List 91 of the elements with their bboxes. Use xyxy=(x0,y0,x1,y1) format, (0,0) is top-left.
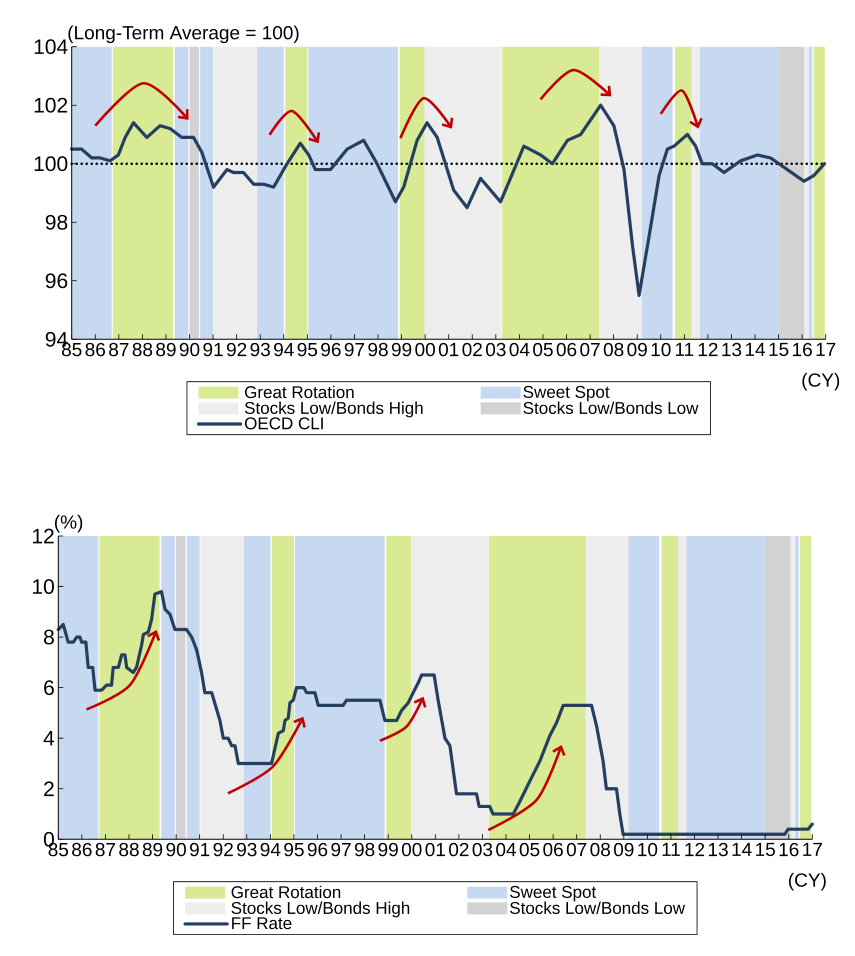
x-axis-title: (CY) xyxy=(789,872,826,891)
x-tick-label: 11 xyxy=(676,342,694,356)
y-tick-label: 8 xyxy=(44,630,54,645)
x-tick-label: 93 xyxy=(250,342,270,356)
x-tick-label: 07 xyxy=(566,842,586,856)
x-tick-label: 88 xyxy=(132,342,152,356)
x-tick-label: 00 xyxy=(402,842,422,856)
x-tick-label: 01 xyxy=(438,342,458,356)
y-tick-label: 104 xyxy=(34,39,68,54)
x-tick-label: 94 xyxy=(274,342,294,356)
x-tick-label: 95 xyxy=(284,842,304,856)
x-tick-label: 87 xyxy=(96,842,116,856)
x-tick-label: 08 xyxy=(604,342,624,356)
y-tick-label: 102 xyxy=(34,98,68,113)
y-tick-label: 12 xyxy=(33,528,54,544)
x-tick-label: 10 xyxy=(638,842,658,856)
y-tick-label: 100 xyxy=(34,156,68,172)
x-tick-label: 09 xyxy=(627,342,647,356)
x-tick-label: 15 xyxy=(756,842,775,856)
x-tick-label: 99 xyxy=(392,342,412,356)
x-tick-label: 02 xyxy=(462,342,482,356)
x-tick-label: 17 xyxy=(816,342,836,356)
x-tick-label: 96 xyxy=(321,342,341,356)
x-tick-label: 92 xyxy=(214,842,233,856)
x-tick-label: 98 xyxy=(354,842,374,856)
x-tick-label: 93 xyxy=(237,842,257,856)
line-series xyxy=(70,104,826,298)
y-tick-label: 4 xyxy=(44,730,54,746)
x-tick-label: 05 xyxy=(533,342,553,356)
x-tick-label: 12 xyxy=(685,842,704,856)
x-tick-label: 04 xyxy=(496,842,516,856)
legend-label: OECD CLI xyxy=(244,417,323,430)
x-tick-label: 06 xyxy=(543,842,563,856)
y-tick-label: 10 xyxy=(33,579,54,594)
x-tick-label: 90 xyxy=(166,842,186,856)
x-tick-label: 86 xyxy=(72,842,92,856)
x-tick-label: 17 xyxy=(803,842,822,856)
x-tick-label: 97 xyxy=(331,842,351,856)
legend-label: Stocks Low/Bonds Low xyxy=(510,902,686,914)
y-axis-title: (Long-Term Average = 100) xyxy=(68,25,299,44)
y-tick-label: 98 xyxy=(46,214,68,230)
x-tick-label: 90 xyxy=(180,342,200,356)
line-series xyxy=(56,590,814,836)
x-tick-label: 10 xyxy=(652,342,671,356)
y-tick-label: 96 xyxy=(46,273,68,288)
x-tick-label: 16 xyxy=(793,342,812,356)
x-tick-label: 95 xyxy=(298,342,318,356)
x-tick-label: 06 xyxy=(556,342,576,356)
x-tick-label: 05 xyxy=(520,842,540,856)
x-tick-label: 01 xyxy=(425,842,445,856)
legend-label: Sweet Spot xyxy=(510,886,596,902)
legend-label: Stocks Low/Bonds Low xyxy=(523,402,698,414)
x-tick-label: 14 xyxy=(746,342,766,356)
legend-label: Sweet Spot xyxy=(523,386,610,402)
legend-label: Stocks Low/Bonds High xyxy=(244,402,423,418)
y-tick-label: 2 xyxy=(44,781,54,796)
x-tick-label: 14 xyxy=(732,842,752,856)
legend-label: Great Rotation xyxy=(245,386,354,398)
x-tick-label: 16 xyxy=(780,842,798,856)
x-tick-label: 11 xyxy=(662,842,680,856)
legend-label: Great Rotation xyxy=(232,886,340,898)
legend-label: FF Rate xyxy=(232,917,292,930)
x-tick-label: 91 xyxy=(190,842,210,856)
x-tick-label: 88 xyxy=(119,842,139,856)
x-tick-label: 98 xyxy=(368,342,388,356)
x-tick-label: 97 xyxy=(344,342,364,356)
x-tick-label: 86 xyxy=(86,342,105,356)
x-tick-label: 99 xyxy=(378,842,398,856)
y-tick-label: 6 xyxy=(44,680,54,696)
x-tick-label: 07 xyxy=(580,342,600,356)
x-tick-label: 13 xyxy=(722,342,742,356)
x-tick-label: 02 xyxy=(449,842,468,856)
legend-label: Stocks Low/Bonds High xyxy=(232,902,410,918)
x-axis-title: (CY) xyxy=(802,372,840,391)
x-tick-label: 08 xyxy=(590,842,610,856)
x-tick-label: 92 xyxy=(226,342,246,356)
x-tick-label: 04 xyxy=(510,342,530,356)
x-tick-label: 89 xyxy=(142,842,162,856)
x-tick-label: 89 xyxy=(156,342,176,356)
x-tick-label: 03 xyxy=(486,342,506,356)
x-tick-label: 00 xyxy=(415,342,435,356)
x-tick-label: 13 xyxy=(708,842,728,856)
x-tick-label: 03 xyxy=(472,842,492,856)
x-tick-label: 94 xyxy=(260,842,280,856)
x-tick-label: 12 xyxy=(698,342,718,356)
y-axis-title: (%) xyxy=(55,514,82,532)
x-tick-label: 87 xyxy=(109,342,128,356)
x-tick-label: 96 xyxy=(308,842,328,856)
x-tick-label: 09 xyxy=(614,842,634,856)
x-tick-label: 15 xyxy=(769,342,788,356)
x-tick-label: 91 xyxy=(203,342,223,356)
